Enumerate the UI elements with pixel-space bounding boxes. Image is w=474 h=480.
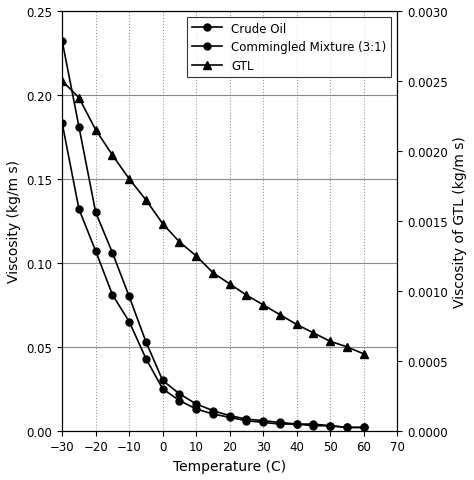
Crude Oil [361, 425, 366, 431]
Crude Oil [93, 210, 99, 216]
GTL [143, 198, 149, 204]
Commingled Mixture (3:1) [327, 423, 333, 429]
GTL [93, 128, 99, 133]
Commingled Mixture (3:1) [227, 415, 232, 420]
GTL [294, 322, 300, 328]
Commingled Mixture (3:1) [93, 249, 99, 254]
Commingled Mixture (3:1) [127, 319, 132, 325]
GTL [210, 270, 216, 276]
Crude Oil [59, 39, 65, 45]
GTL [310, 330, 316, 336]
GTL [260, 302, 266, 308]
GTL [109, 153, 115, 159]
GTL [361, 351, 366, 357]
Commingled Mixture (3:1) [160, 386, 165, 392]
Commingled Mixture (3:1) [76, 207, 82, 213]
Commingled Mixture (3:1) [310, 423, 316, 429]
Crude Oil [227, 413, 232, 419]
Line: Crude Oil: Crude Oil [59, 38, 367, 431]
Commingled Mixture (3:1) [59, 121, 65, 127]
Commingled Mixture (3:1) [210, 411, 216, 417]
Crude Oil [310, 421, 316, 427]
Crude Oil [160, 378, 165, 384]
Y-axis label: Viscosity (kg/m s): Viscosity (kg/m s) [7, 160, 21, 283]
Commingled Mixture (3:1) [344, 425, 350, 431]
GTL [344, 344, 350, 350]
GTL [244, 292, 249, 298]
Y-axis label: Viscosity of GTL (kg/m s): Viscosity of GTL (kg/m s) [453, 136, 467, 307]
GTL [193, 253, 199, 259]
Crude Oil [109, 251, 115, 256]
GTL [327, 338, 333, 344]
GTL [59, 79, 65, 84]
GTL [76, 96, 82, 101]
GTL [176, 240, 182, 245]
Crude Oil [277, 420, 283, 425]
GTL [277, 312, 283, 318]
Commingled Mixture (3:1) [361, 425, 366, 431]
Crude Oil [176, 391, 182, 397]
Crude Oil [210, 408, 216, 414]
Crude Oil [127, 294, 132, 300]
Crude Oil [344, 425, 350, 431]
X-axis label: Temperature (C): Temperature (C) [173, 459, 286, 473]
Crude Oil [76, 125, 82, 131]
Commingled Mixture (3:1) [244, 418, 249, 424]
GTL [160, 221, 165, 227]
Commingled Mixture (3:1) [294, 421, 300, 427]
Crude Oil [193, 401, 199, 407]
GTL [227, 281, 232, 287]
Crude Oil [244, 416, 249, 422]
GTL [127, 177, 132, 182]
Crude Oil [143, 339, 149, 345]
Commingled Mixture (3:1) [176, 398, 182, 404]
Crude Oil [327, 423, 333, 429]
Crude Oil [294, 421, 300, 427]
Crude Oil [260, 418, 266, 424]
Commingled Mixture (3:1) [277, 421, 283, 427]
Commingled Mixture (3:1) [260, 420, 266, 425]
Commingled Mixture (3:1) [193, 406, 199, 412]
Legend: Crude Oil, Commingled Mixture (3:1), GTL: Crude Oil, Commingled Mixture (3:1), GTL [188, 18, 391, 78]
Commingled Mixture (3:1) [109, 292, 115, 298]
Line: GTL: GTL [58, 78, 368, 358]
Commingled Mixture (3:1) [143, 356, 149, 362]
Line: Commingled Mixture (3:1): Commingled Mixture (3:1) [59, 121, 367, 431]
